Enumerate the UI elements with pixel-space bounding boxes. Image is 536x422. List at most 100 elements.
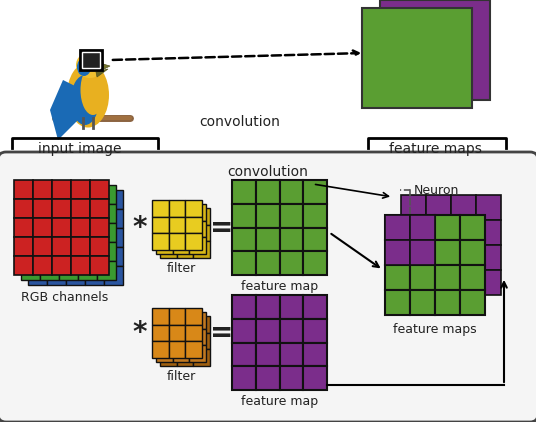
Bar: [451, 270, 476, 295]
Bar: [90, 237, 109, 256]
Bar: [152, 200, 169, 216]
Bar: [82, 52, 100, 68]
Bar: [169, 308, 185, 325]
Bar: [28, 209, 47, 228]
Bar: [97, 242, 116, 261]
Bar: [232, 227, 256, 251]
Ellipse shape: [71, 75, 99, 125]
Text: feature maps: feature maps: [389, 142, 481, 156]
Bar: [47, 247, 66, 266]
Bar: [104, 209, 123, 228]
FancyBboxPatch shape: [0, 152, 536, 422]
Bar: [362, 8, 472, 108]
Bar: [256, 343, 279, 366]
Bar: [185, 216, 202, 233]
Bar: [71, 237, 90, 256]
Bar: [47, 209, 66, 228]
Bar: [169, 216, 185, 233]
Bar: [401, 195, 426, 220]
Bar: [152, 341, 169, 358]
Bar: [21, 204, 40, 223]
Bar: [152, 216, 169, 233]
Text: *: *: [133, 319, 147, 347]
Bar: [156, 312, 173, 329]
Bar: [97, 204, 116, 223]
Bar: [90, 199, 109, 218]
Polygon shape: [96, 69, 108, 77]
Bar: [193, 225, 210, 241]
Bar: [185, 341, 202, 358]
Bar: [410, 290, 435, 315]
Bar: [476, 195, 501, 220]
Bar: [426, 195, 451, 220]
Bar: [152, 308, 169, 325]
Bar: [193, 333, 210, 349]
Bar: [78, 242, 97, 261]
Bar: [232, 295, 256, 319]
Bar: [193, 241, 210, 258]
Bar: [160, 333, 177, 349]
Bar: [28, 228, 47, 247]
Bar: [14, 218, 33, 237]
Bar: [476, 270, 501, 295]
Bar: [193, 208, 210, 225]
Circle shape: [93, 60, 95, 62]
Bar: [52, 256, 71, 275]
Bar: [47, 228, 66, 247]
Bar: [185, 233, 202, 250]
Bar: [232, 180, 256, 204]
Bar: [256, 251, 279, 275]
Bar: [14, 256, 33, 275]
Ellipse shape: [67, 62, 109, 127]
Bar: [189, 204, 206, 221]
Bar: [104, 190, 123, 209]
Bar: [33, 218, 52, 237]
Bar: [169, 233, 185, 250]
Bar: [385, 215, 410, 240]
Bar: [303, 319, 327, 343]
Bar: [90, 180, 109, 199]
Bar: [21, 223, 40, 242]
Bar: [21, 185, 40, 204]
Bar: [169, 341, 185, 358]
Bar: [279, 180, 303, 204]
Bar: [256, 366, 279, 390]
Bar: [256, 295, 279, 319]
Text: filter: filter: [166, 262, 196, 275]
Bar: [189, 237, 206, 254]
Circle shape: [91, 60, 95, 64]
Bar: [177, 333, 193, 349]
Bar: [80, 50, 102, 70]
Bar: [189, 345, 206, 362]
Bar: [435, 240, 460, 265]
Bar: [160, 241, 177, 258]
Text: convolution: convolution: [228, 165, 308, 179]
Bar: [189, 312, 206, 329]
Bar: [460, 240, 485, 265]
Bar: [97, 223, 116, 242]
Bar: [78, 185, 97, 204]
Bar: [33, 237, 52, 256]
Bar: [66, 266, 85, 285]
Text: =: =: [210, 214, 234, 241]
Text: feature map: feature map: [241, 395, 318, 408]
Bar: [28, 190, 47, 209]
Bar: [71, 180, 90, 199]
Bar: [460, 215, 485, 240]
Bar: [401, 220, 426, 245]
Bar: [156, 237, 173, 254]
Bar: [71, 256, 90, 275]
Bar: [156, 345, 173, 362]
Bar: [169, 325, 185, 341]
Bar: [59, 261, 78, 280]
Bar: [160, 316, 177, 333]
Bar: [47, 190, 66, 209]
Bar: [189, 329, 206, 345]
Bar: [410, 215, 435, 240]
Bar: [177, 349, 193, 366]
Bar: [256, 227, 279, 251]
Bar: [21, 261, 40, 280]
Bar: [232, 319, 256, 343]
Bar: [279, 251, 303, 275]
Bar: [256, 204, 279, 227]
